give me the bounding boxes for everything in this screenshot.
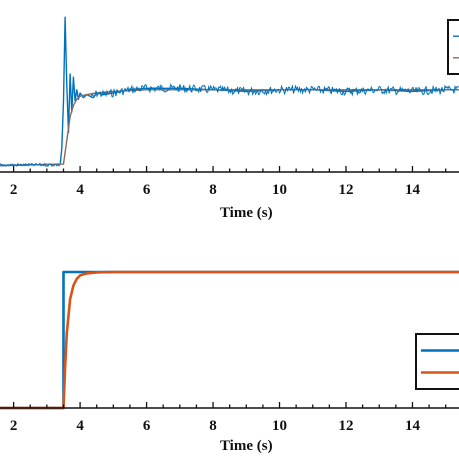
x-tick-label: 2 xyxy=(10,418,18,434)
series-line-1-pre-noise xyxy=(0,162,61,167)
series-line-1-noise xyxy=(89,82,459,99)
x-tick-label: 6 xyxy=(143,182,151,198)
top-series-group xyxy=(0,16,459,167)
x-tick-label: 2 xyxy=(10,182,18,198)
top-x-ticks: 2 4 6 8 10 12 14 xyxy=(10,166,447,198)
x-tick-label: 4 xyxy=(76,418,84,434)
top-subplot: 2 4 6 8 10 12 14 Time (s) xyxy=(0,16,459,221)
bottom-subplot: 2 4 6 8 10 12 14 Time (s) xyxy=(0,270,459,454)
x-tick-label: 12 xyxy=(338,418,353,434)
x-tick-label: 8 xyxy=(209,182,217,198)
x-tick-label: 14 xyxy=(405,418,421,434)
x-tick-label: 10 xyxy=(272,418,287,434)
legend-box xyxy=(415,333,459,390)
bottom-legend xyxy=(415,333,459,390)
x-tick-label: 4 xyxy=(76,182,84,198)
x-tick-label: 8 xyxy=(209,418,217,434)
x-tick-label: 6 xyxy=(143,418,151,434)
top-legend xyxy=(447,19,459,75)
legend-box xyxy=(447,19,459,75)
x-tick-label: 14 xyxy=(405,182,421,198)
top-x-axis-label: Time (s) xyxy=(220,205,273,221)
x-tick-label: 12 xyxy=(338,182,353,198)
bottom-x-axis-label: Time (s) xyxy=(220,438,273,454)
series-line-2 xyxy=(0,270,459,410)
bottom-x-ticks: 2 4 6 8 10 12 14 xyxy=(10,402,447,434)
x-tick-label: 10 xyxy=(272,182,287,198)
